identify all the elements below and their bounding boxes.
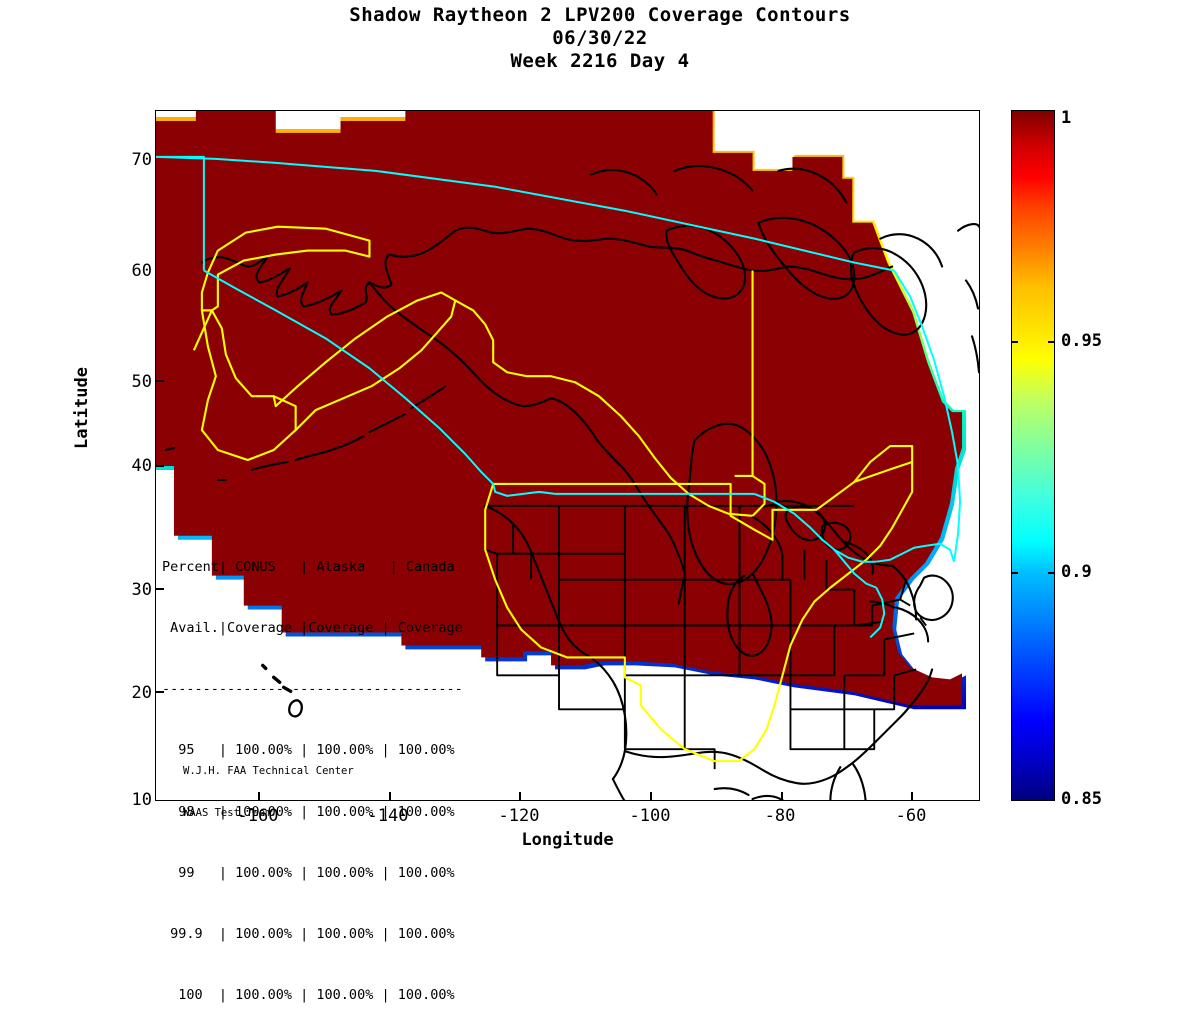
xtick-label--60: -60 xyxy=(895,806,927,826)
colorbar-label-mid: 0.95 xyxy=(1061,331,1102,351)
colorbar: 1 0.95 0.9 0.85 xyxy=(1011,108,1102,809)
xtick-mark--100 xyxy=(650,792,652,801)
stats-header-rule: ------------------------------------- xyxy=(162,681,463,698)
colorbar-tick-0.95-right xyxy=(1048,341,1055,343)
table-row: 95 | 100.00% | 100.00% | 100.00% xyxy=(162,742,455,759)
ytick-label-40: 40 xyxy=(131,456,152,476)
xtick-mark--160 xyxy=(258,792,260,801)
table-row: 100 | 100.00% | 100.00% | 100.00% xyxy=(162,987,455,1004)
ytick-mark-40 xyxy=(155,465,164,467)
stats-header-row-1: Percent| CONUS | Alaska | Canada xyxy=(162,558,455,575)
alaska-service-volume-boundary xyxy=(192,225,766,517)
credit-line-1: W.J.H. FAA Technical Center xyxy=(183,765,354,777)
xtick-label--160: -160 xyxy=(237,806,279,826)
title-line-1: Shadow Raytheon 2 LPV200 Coverage Contou… xyxy=(349,4,851,26)
x-axis-label: Longitude xyxy=(521,830,614,850)
ytick-label-50: 50 xyxy=(131,372,152,392)
colorbar-label-max: 1 xyxy=(1061,108,1072,128)
colorbar-tick-0.9-left xyxy=(1011,572,1018,574)
xtick-mark--80 xyxy=(781,792,783,801)
title-line-2: 06/30/22 xyxy=(552,27,648,49)
xtick-label--120: -120 xyxy=(498,806,540,826)
colorbar-label-low: 0.9 xyxy=(1061,562,1092,582)
map-plot-area xyxy=(155,110,980,801)
xtick-label--140: -140 xyxy=(367,806,409,826)
ytick-label-10: 10 xyxy=(131,790,152,810)
stats-header-row-2: Avail.|Coverage |Coverage | Coverage xyxy=(162,620,463,637)
xtick-mark--120 xyxy=(519,792,521,801)
canada-service-volume-boundary xyxy=(156,155,962,639)
table-row: 99 | 100.00% | 100.00% | 100.00% xyxy=(162,864,455,881)
ytick-label-70: 70 xyxy=(131,150,152,170)
ytick-mark-30 xyxy=(155,588,164,590)
y-axis-label: Latitude xyxy=(72,367,92,449)
colorbar-gradient xyxy=(1011,110,1055,801)
table-row: 99.9 | 100.00% | 100.00% | 100.00% xyxy=(162,926,455,943)
xtick-mark--60 xyxy=(911,792,913,801)
title-line-3: Week 2216 Day 4 xyxy=(510,50,690,72)
ytick-mark-50 xyxy=(155,380,164,382)
ytick-label-60: 60 xyxy=(131,261,152,281)
colorbar-tick-0.9-right xyxy=(1048,572,1055,574)
credit-block: W.J.H. FAA Technical Center WAAS Test Te… xyxy=(183,736,354,834)
credit-line-2: WAAS Test Team xyxy=(183,807,272,819)
xtick-label--100: -100 xyxy=(629,806,671,826)
state-borders xyxy=(484,504,927,770)
ytick-mark-20 xyxy=(155,691,164,693)
colorbar-label-min: 0.85 xyxy=(1061,789,1102,809)
colorbar-tick-0.95-left xyxy=(1011,341,1018,343)
xtick-mark--140 xyxy=(389,792,391,801)
coverage-region-fill xyxy=(156,111,963,706)
ytick-label-20: 20 xyxy=(131,683,152,703)
chart-title-block: Shadow Raytheon 2 LPV200 Coverage Contou… xyxy=(0,4,1200,73)
xtick-label--80: -80 xyxy=(764,806,796,826)
coverage-map-canvas xyxy=(156,111,979,800)
table-row: 98 | 100.00% | 100.00% | 100.00% xyxy=(162,803,455,820)
ytick-label-30: 30 xyxy=(131,580,152,600)
